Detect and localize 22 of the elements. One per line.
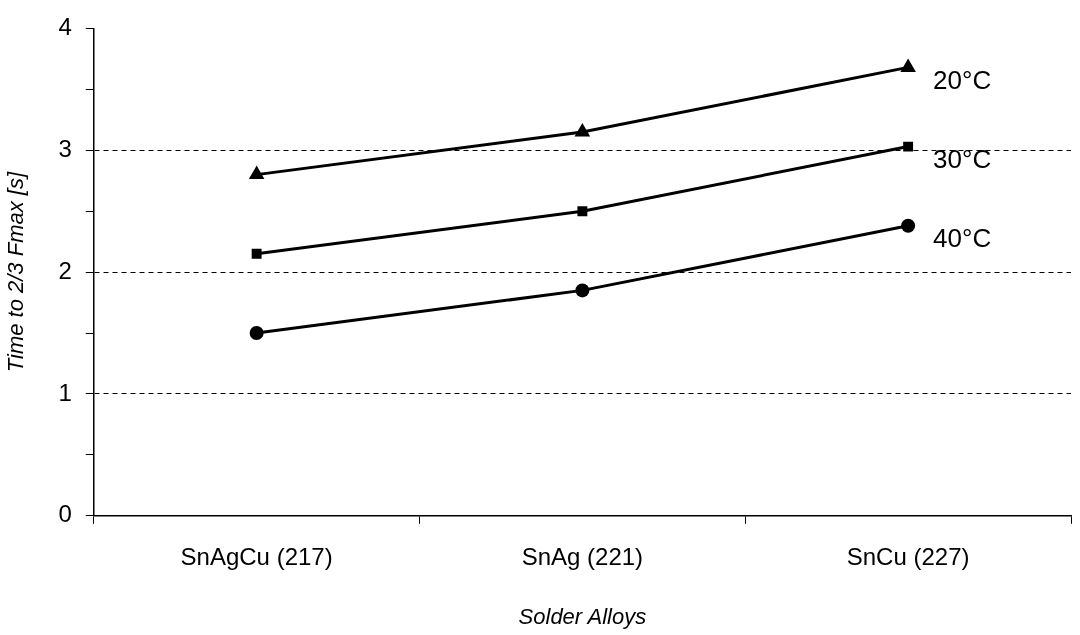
y-axis-title: Time to 2/3 Fmax [s] xyxy=(3,171,29,373)
x-axis-title: Solder Alloys xyxy=(518,603,647,629)
series-label: 30°C xyxy=(933,143,992,174)
point xyxy=(577,206,588,217)
point xyxy=(903,141,914,152)
x-tick-label: SnCu (227) xyxy=(846,542,970,570)
series-label: 20°C xyxy=(933,64,992,95)
y-tick-label: 2 xyxy=(58,256,72,284)
y-tick-label: 0 xyxy=(58,500,72,528)
series-label: 40°C xyxy=(933,222,992,253)
x-tick-label: SnAgCu (217) xyxy=(180,542,333,570)
point xyxy=(248,165,265,180)
y-tick-label: 3 xyxy=(58,134,72,162)
point xyxy=(575,283,590,298)
point xyxy=(574,122,591,137)
y-tick-label: 1 xyxy=(58,378,72,406)
point xyxy=(249,326,264,341)
point xyxy=(251,248,262,259)
x-tick-label: SnAg (221) xyxy=(521,542,644,570)
point xyxy=(901,218,916,233)
y-tick-label: 4 xyxy=(58,13,72,41)
point xyxy=(900,58,916,72)
